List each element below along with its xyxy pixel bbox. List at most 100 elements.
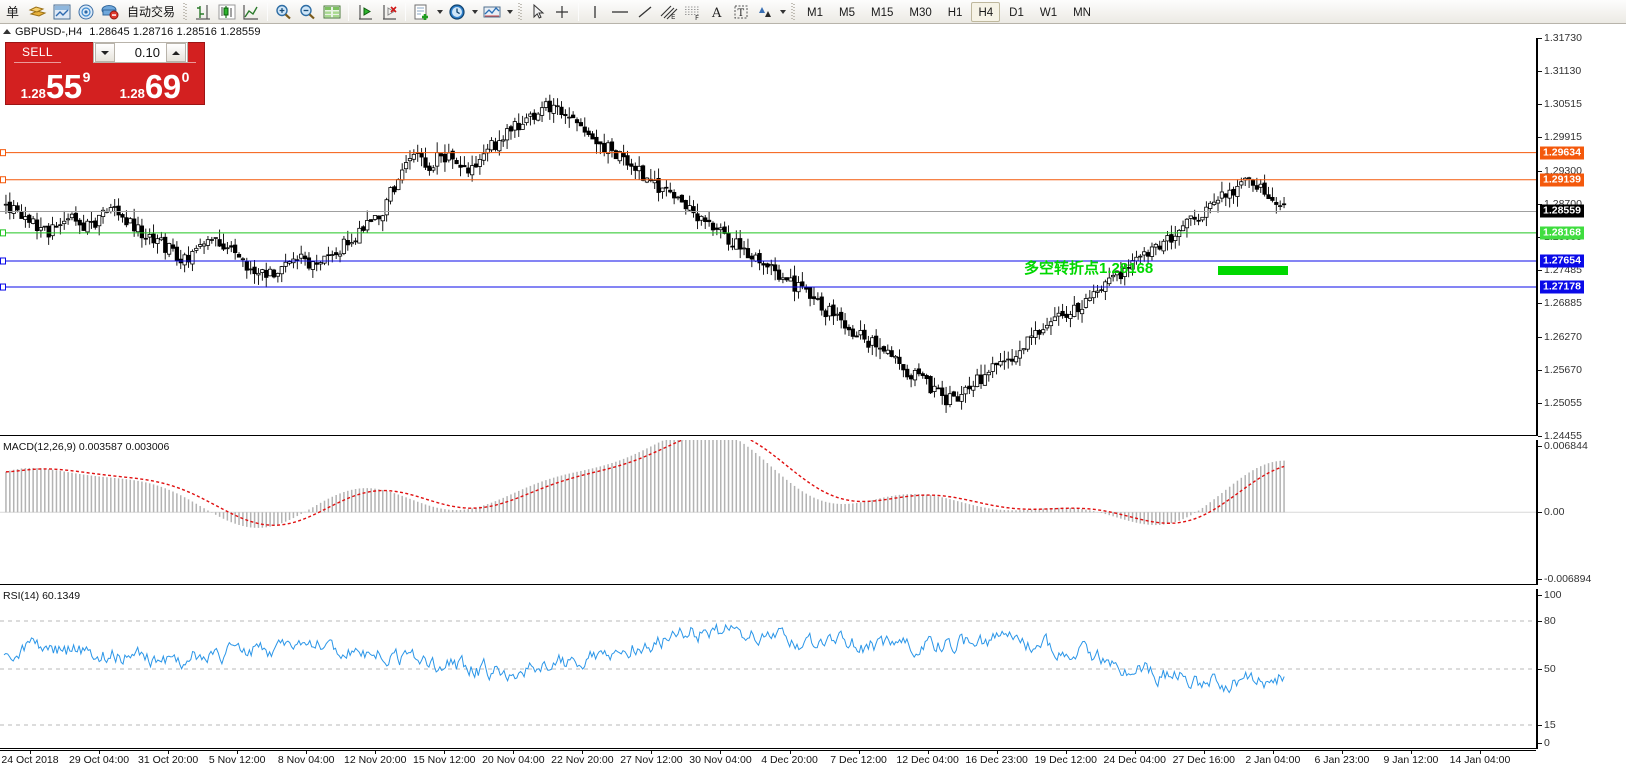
time-tick [720, 751, 722, 754]
axis-tick [1538, 621, 1542, 622]
time-tick-label: 8 Nov 04:00 [277, 754, 335, 766]
svg-text:T: T [738, 8, 745, 19]
rsi-tick-label: 100 [1544, 589, 1562, 601]
volume-value[interactable]: 0.10 [134, 45, 160, 60]
macd-pane[interactable]: MACD(12,26,9) 0.003587 0.003006 [0, 440, 1536, 585]
svg-text:A: A [711, 6, 722, 21]
price-tick-label: 1.30515 [1544, 98, 1582, 111]
hline-icon[interactable] [608, 1, 632, 23]
candlestick-chart-icon[interactable] [216, 1, 238, 23]
main-toolbar: 单 [0, 0, 1626, 24]
volume-stepper[interactable]: 0.10 [93, 42, 188, 63]
text-icon[interactable]: A [706, 1, 728, 23]
time-tick [1272, 751, 1274, 754]
fibonacci-icon[interactable]: F [682, 1, 704, 23]
line-chart-icon[interactable] [240, 1, 262, 23]
time-tick-label: 30 Nov 04:00 [689, 754, 752, 766]
collapse-triangle-icon[interactable] [3, 28, 11, 34]
bar-chart-icon[interactable] [192, 1, 214, 23]
auto-trading-label[interactable]: 自动交易 [127, 4, 176, 19]
svg-text:单: 单 [6, 6, 19, 21]
volume-decrease-icon[interactable] [95, 43, 115, 62]
time-tick-label: 7 Dec 12:00 [830, 754, 887, 766]
zoom-in-icon[interactable] [273, 1, 295, 23]
price-level-label[interactable]: 1.28168 [1540, 226, 1584, 240]
new-template-icon[interactable] [411, 1, 433, 23]
timeframe-m30[interactable]: M30 [909, 6, 932, 19]
time-tick-label: 22 Nov 20:00 [551, 754, 614, 766]
toolbar-separator [267, 2, 269, 21]
text-label-icon[interactable]: T [730, 1, 752, 23]
timeframe-m15[interactable]: M15 [870, 6, 894, 19]
period-clock-icon[interactable] [446, 1, 468, 23]
macd-plot [0, 440, 1536, 528]
time-tick [582, 751, 584, 754]
buy-price-main: 69 [144, 68, 181, 105]
time-tick [237, 751, 239, 754]
market-watch-icon[interactable] [51, 1, 73, 23]
price-level-label[interactable]: 1.27178 [1540, 280, 1584, 294]
toolbar-grip[interactable] [791, 2, 797, 21]
axis-tick [1538, 38, 1542, 39]
terminal-alert-icon[interactable] [99, 1, 121, 23]
chevron-down-icon[interactable] [469, 2, 480, 22]
vline-icon[interactable] [584, 1, 606, 23]
rsi-pane[interactable]: RSI(14) 60.1349 [0, 589, 1536, 749]
timeframe-mn[interactable]: MN [1073, 6, 1091, 19]
trendline-icon[interactable] [634, 1, 656, 23]
volume-increase-icon[interactable] [166, 43, 186, 62]
buy-price-prefix: 1.28 [119, 86, 145, 101]
macd-axis[interactable]: 0.006844 0.00 -0.006894 [1536, 440, 1626, 585]
shapes-icon[interactable] [754, 1, 776, 23]
toolbar-grip[interactable] [183, 2, 189, 21]
chevron-down-icon[interactable] [504, 2, 515, 22]
time-tick [306, 751, 308, 754]
time-tick-label: 15 Nov 12:00 [413, 754, 476, 766]
chart-shift-icon[interactable] [354, 1, 376, 23]
timeframe-h1[interactable]: H1 [947, 6, 963, 19]
price-level-label[interactable]: 1.29139 [1540, 173, 1584, 187]
price-level-label[interactable]: 1.28559 [1540, 204, 1584, 218]
indicators-icon[interactable] [481, 1, 503, 23]
sell-price-prefix: 1.28 [20, 86, 46, 101]
sell-price: 1.28 55 9 [6, 70, 105, 103]
chart-autoscroll-icon[interactable] [378, 1, 400, 23]
price-pane[interactable] [0, 38, 1536, 436]
cursor-icon[interactable] [527, 1, 549, 23]
macd-label: MACD(12,26,9) 0.003587 0.003006 [3, 441, 170, 453]
time-tick [927, 751, 929, 754]
rsi-axis[interactable]: 100 80 50 15 0 [1536, 589, 1626, 749]
timeframe-m5[interactable]: M5 [839, 6, 855, 19]
data-window-icon[interactable] [321, 1, 343, 23]
price-level-label[interactable]: 1.29634 [1540, 146, 1584, 160]
time-tick-label: 6 Jan 23:00 [1314, 754, 1370, 766]
navigator-icon[interactable] [75, 1, 97, 23]
price-level-label[interactable]: 1.27654 [1540, 254, 1584, 268]
chevron-down-icon[interactable] [434, 2, 445, 22]
turning-point-annotation: 多空转折点1.28168 [1024, 260, 1154, 277]
order-list-icon[interactable]: 单 [3, 1, 25, 23]
gold-bars-icon[interactable] [27, 1, 49, 23]
price-tick-label: 1.25055 [1544, 397, 1582, 410]
chevron-down-icon[interactable] [777, 2, 788, 22]
equidistant-channel-icon[interactable]: E [658, 1, 680, 23]
time-tick [996, 751, 998, 754]
time-tick [30, 751, 31, 754]
axis-tick [1538, 669, 1542, 670]
timeframe-d1[interactable]: D1 [1009, 6, 1024, 19]
chart-area: 多空转折点1.28168 MACD(12,26,9) 0.003587 0.00… [0, 32, 1626, 769]
time-tick-label: 27 Nov 12:00 [620, 754, 683, 766]
timeframe-m1[interactable]: M1 [807, 6, 823, 19]
time-tick-label: 27 Dec 16:00 [1172, 754, 1236, 766]
timeframe-w1[interactable]: W1 [1039, 6, 1058, 19]
time-tick [375, 751, 377, 754]
sell-label: SELL [22, 45, 53, 59]
zoom-out-icon[interactable] [297, 1, 319, 23]
toolbar-grip[interactable] [518, 2, 524, 21]
crosshair-icon[interactable] [551, 1, 573, 23]
price-axis[interactable]: 1.31730 1.31130 1.30515 1.29915 1.29300 1.287… [1536, 32, 1626, 442]
time-axis[interactable]: 24 Oct 2018 29 Oct 04:00 31 Oct 20:00 5 Nov… [0, 750, 1536, 769]
timeframe-h4[interactable]: H4 [971, 1, 1001, 22]
sell-button[interactable]: SELL 1.28 55 9 [5, 42, 105, 105]
